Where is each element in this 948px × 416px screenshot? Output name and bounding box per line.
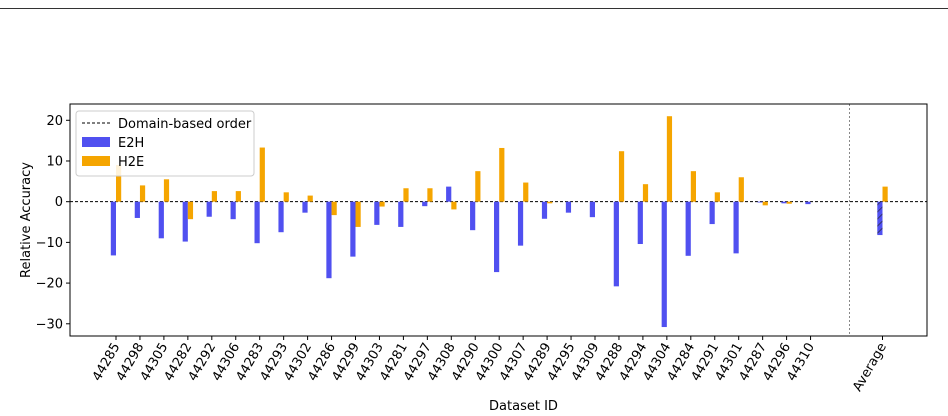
bar-h2e-44283	[259, 147, 265, 202]
bar-e2h-44305	[158, 201, 164, 239]
y-tick-label: −20	[36, 277, 63, 292]
bar-h2e-44303	[379, 201, 385, 207]
bar-e2h-44297	[422, 201, 428, 207]
y-tick-label: 20	[46, 114, 63, 129]
bar-e2h-44308	[446, 186, 452, 202]
bar-h2e-44301	[738, 177, 744, 202]
legend-label-domain-order: Domain-based order	[118, 117, 252, 132]
bar-e2h-44288	[613, 201, 619, 287]
bar-e2h-44306	[230, 201, 236, 220]
y-tick-label: 0	[55, 195, 63, 210]
bar-h2e-44284	[690, 171, 696, 202]
legend: Domain-based order E2H H2E	[75, 110, 255, 177]
y-axis-title: Relative Accuracy	[19, 162, 34, 278]
bar-e2h-44282	[182, 201, 188, 242]
bar-h2e-44296	[786, 201, 792, 204]
legend-label-h2e: H2E	[118, 155, 144, 170]
bar-e2h-44295	[565, 201, 572, 213]
legend-swatch-h2e	[82, 156, 110, 166]
bar-h2e-44294	[642, 184, 649, 202]
bar-e2h-44283	[254, 201, 260, 244]
bar-e2h-44298	[134, 201, 140, 218]
bar-h2e-44289	[547, 201, 553, 204]
bar-e2h-44286	[326, 201, 332, 279]
bar-e2h-44309	[589, 201, 595, 218]
x-axis-title: Dataset ID	[489, 399, 558, 414]
bar-h2e-44305	[163, 179, 170, 202]
bar-h2e-44292	[211, 191, 217, 202]
bar-h2e-44299	[355, 201, 361, 227]
bar-e2h-average	[877, 201, 883, 236]
bar-h2e-44288	[618, 151, 625, 202]
bar-e2h-44289	[541, 201, 548, 219]
bar-h2e-44298	[139, 185, 146, 202]
plot-frame	[69, 103, 928, 337]
bar-e2h-44285	[110, 201, 116, 256]
bar-h2e-44290	[475, 171, 481, 202]
bar-h2e-44302	[307, 195, 313, 202]
bar-e2h-44299	[350, 201, 356, 257]
bar-e2h-44292	[206, 201, 212, 217]
bar-h2e-44306	[235, 191, 241, 202]
top-divider	[0, 8, 948, 9]
bar-e2h-44303	[374, 201, 380, 225]
legend-label-e2h: E2H	[118, 136, 144, 151]
bar-e2h-44293	[278, 201, 284, 233]
bar-h2e-44293	[283, 192, 289, 202]
bar-e2h-44310	[805, 201, 811, 205]
bar-h2e-44281	[403, 188, 409, 202]
bar-e2h-44291	[709, 201, 715, 225]
bar-h2e-44297	[427, 188, 433, 202]
bar-e2h-44296	[781, 201, 787, 204]
bar-e2h-44307	[517, 201, 524, 246]
bar-h2e-44300	[499, 147, 505, 202]
bar-h2e-44286	[331, 201, 337, 216]
bar-e2h-44284	[685, 201, 691, 256]
legend-swatch-e2h	[82, 137, 110, 147]
bar-e2h-44290	[470, 201, 476, 231]
y-tick-label: 10	[46, 154, 63, 169]
bar-h2e-44307	[523, 182, 529, 202]
bar-e2h-44287	[757, 201, 763, 203]
y-tick-label: −10	[36, 236, 63, 251]
bar-h2e-44282	[187, 201, 194, 220]
bar-e2h-44301	[733, 201, 739, 254]
bar-h2e-average	[882, 186, 888, 202]
bar-e2h-44304	[661, 201, 667, 328]
bar-h2e-44304	[666, 116, 673, 202]
bar-e2h-44302	[302, 201, 308, 213]
bar-h2e-44308	[451, 201, 457, 210]
bar-e2h-44294	[637, 201, 643, 245]
y-tick-label: −30	[36, 317, 63, 332]
bar-h2e-44291	[714, 192, 720, 202]
legend-box	[75, 110, 255, 177]
bar-e2h-44300	[494, 201, 500, 273]
x-tick-label-average: Average	[850, 341, 890, 395]
bar-h2e-44285	[116, 165, 122, 202]
bar-h2e-44287	[762, 201, 768, 206]
bar-e2h-44281	[398, 201, 404, 227]
